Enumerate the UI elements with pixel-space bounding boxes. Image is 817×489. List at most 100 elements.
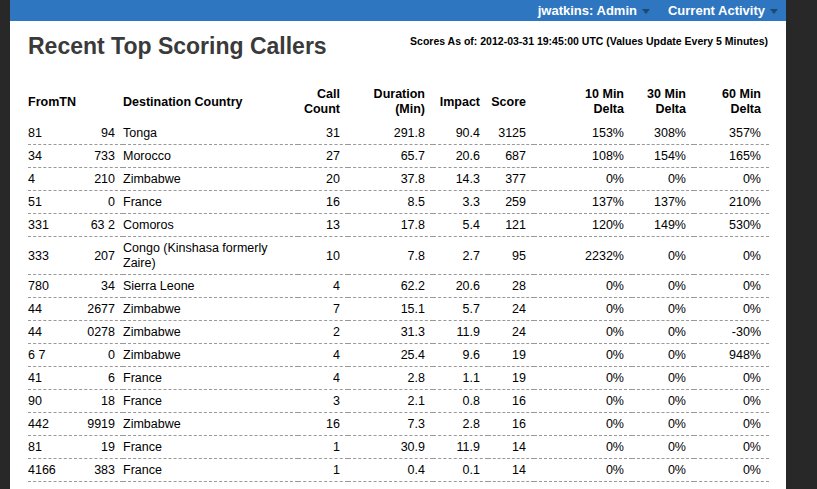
value-cell: 0% <box>632 344 694 367</box>
value-cell: 65.7 <box>348 145 433 168</box>
value-cell: 377 <box>488 168 534 191</box>
fromtn-suffix: 0 <box>108 348 115 363</box>
value-cell: 1 <box>298 459 348 482</box>
fromtn-prefix: 442 <box>28 417 49 432</box>
value-cell: 0% <box>534 413 632 436</box>
fromtn-suffix: 383 <box>94 463 115 478</box>
fromtn-prefix: 6 7 <box>28 348 45 363</box>
value-cell: 687 <box>488 145 534 168</box>
value-cell: 13 <box>298 214 348 237</box>
value-cell: 149% <box>632 214 694 237</box>
country-cell: Congo (Kinshasa formerly Zaire) <box>123 237 298 275</box>
fromtn-prefix: 90 <box>28 394 42 409</box>
table-row: 4429919Zimbabwe167.32.8160%0%0% <box>28 413 769 436</box>
page-header: Recent Top Scoring Callers Scores As of:… <box>28 33 768 85</box>
fromtn-suffix: 94 <box>101 126 115 141</box>
column-header: Score <box>488 85 534 122</box>
value-cell: 948% <box>694 344 769 367</box>
value-cell: 108% <box>534 145 632 168</box>
fromtn-cell: 442677 <box>28 298 123 321</box>
value-cell: 3125 <box>488 122 534 145</box>
table-row: 442677Zimbabwe715.15.7240%0%0% <box>28 298 769 321</box>
table-row: 510France168.53.3259137%137%210% <box>28 191 769 214</box>
table-row: 6 70Zimbabwe425.49.6190%0%948% <box>28 344 769 367</box>
value-cell: 0% <box>632 390 694 413</box>
column-header: Destination Country <box>123 85 298 122</box>
value-cell: 9.6 <box>433 344 488 367</box>
fromtn-suffix: 19 <box>101 440 115 455</box>
current-activity-menu[interactable]: Current Activity <box>668 3 778 18</box>
value-cell: 0% <box>534 344 632 367</box>
value-cell: 0% <box>694 298 769 321</box>
value-cell: 17.8 <box>348 214 433 237</box>
fromtn-cell: 780 34 <box>28 275 123 298</box>
value-cell: 2.7 <box>433 237 488 275</box>
fromtn-cell: 440278 <box>28 321 123 344</box>
current-activity-menu-label: Current Activity <box>668 3 765 18</box>
caret-down-icon <box>642 9 650 14</box>
value-cell: -30% <box>694 321 769 344</box>
table-row: 78034Sierra Leone462.220.6280%0%0% <box>28 275 769 298</box>
value-cell: 95 <box>488 237 534 275</box>
fromtn-prefix: 780 <box>28 279 49 294</box>
fromtn-cell: 4429919 <box>28 413 123 436</box>
table-row: 8194Tonga31291.890.43125153%308%357% <box>28 122 769 145</box>
app-window: jwatkins: Admin Current Activity Recent … <box>10 0 786 489</box>
fromtn-cell: 8194 <box>28 122 123 145</box>
fromtn-prefix: 44 <box>28 302 42 317</box>
value-cell: 0% <box>632 436 694 459</box>
value-cell: 154% <box>632 145 694 168</box>
country-cell: Tonga <box>123 122 298 145</box>
value-cell: 2.1 <box>348 390 433 413</box>
column-header: FromTN <box>28 85 123 122</box>
value-cell: 0.1 <box>433 459 488 482</box>
value-cell: 0% <box>632 168 694 191</box>
value-cell: 11.9 <box>433 321 488 344</box>
value-cell: 308% <box>632 122 694 145</box>
value-cell: 2 <box>298 321 348 344</box>
fromtn-suffix: 733 <box>94 149 115 164</box>
value-cell: 15.1 <box>348 298 433 321</box>
fromtn-prefix: 4166 <box>28 463 56 478</box>
value-cell: 0% <box>694 367 769 390</box>
value-cell: 27 <box>298 145 348 168</box>
value-cell: 5.4 <box>433 214 488 237</box>
value-cell: 165% <box>694 145 769 168</box>
fromtn-cell: 81 19 <box>28 436 123 459</box>
value-cell: 4 <box>298 275 348 298</box>
value-cell: 14 <box>488 459 534 482</box>
fromtn-cell: 4166 383 <box>28 459 123 482</box>
value-cell: 0% <box>534 390 632 413</box>
value-cell: 120% <box>534 214 632 237</box>
scores-timestamp: Scores As of: 2012-03-31 19:45:00 UTC (V… <box>410 35 768 47</box>
value-cell: 20.6 <box>433 275 488 298</box>
fromtn-suffix: 34 <box>101 279 115 294</box>
fromtn-suffix: 18 <box>101 394 115 409</box>
value-cell: 14.3 <box>433 168 488 191</box>
value-cell: 137% <box>632 191 694 214</box>
country-cell: Sierra Leone <box>123 275 298 298</box>
fromtn-cell: 510 <box>28 191 123 214</box>
user-admin-menu[interactable]: jwatkins: Admin <box>538 3 650 18</box>
value-cell: 24 <box>488 321 534 344</box>
value-cell: 2.8 <box>433 413 488 436</box>
table-row: 4166383France10.40.1140%0%0% <box>28 459 769 482</box>
table-row: 4210Zimbabwe2037.814.33770%0%0% <box>28 168 769 191</box>
value-cell: 16 <box>298 191 348 214</box>
value-cell: 357% <box>694 122 769 145</box>
country-cell: Zimbabwe <box>123 344 298 367</box>
column-header: Duration (Min) <box>348 85 433 122</box>
fromtn-suffix: 207 <box>94 249 115 264</box>
value-cell: 2232% <box>534 237 632 275</box>
value-cell: 0.8 <box>433 390 488 413</box>
value-cell: 0% <box>632 298 694 321</box>
value-cell: 19 <box>488 344 534 367</box>
country-cell: Morocco <box>123 145 298 168</box>
value-cell: 5.7 <box>433 298 488 321</box>
fromtn-cell: 4210 <box>28 168 123 191</box>
value-cell: 0% <box>694 237 769 275</box>
fromtn-cell: 33163 2 <box>28 214 123 237</box>
value-cell: 20 <box>298 168 348 191</box>
fromtn-prefix: 81 <box>28 440 42 455</box>
value-cell: 0% <box>694 275 769 298</box>
